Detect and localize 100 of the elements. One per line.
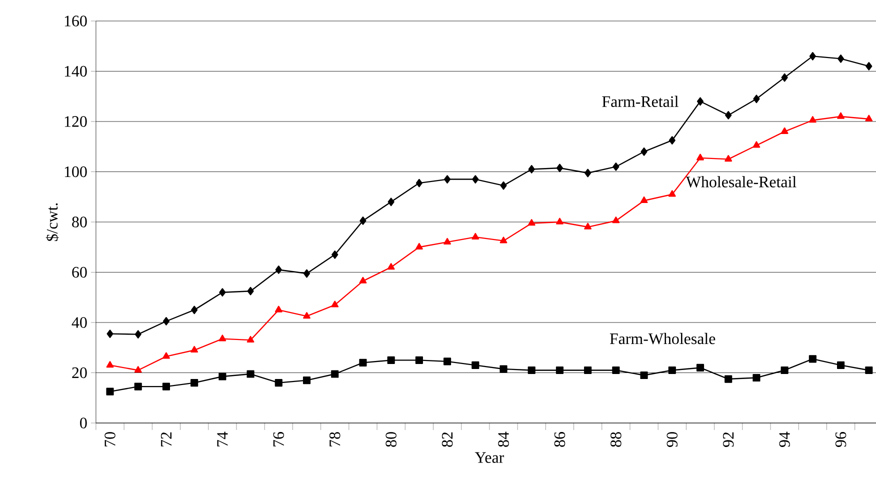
- x-tick-label: 84: [498, 432, 509, 447]
- x-axis-title: Year: [474, 452, 504, 463]
- point: [780, 127, 788, 134]
- point: [780, 366, 788, 374]
- point: [808, 116, 816, 123]
- point: [387, 263, 395, 270]
- y-tick-label: 80: [72, 216, 87, 228]
- point: [612, 216, 620, 224]
- point: [753, 94, 760, 104]
- x-tick-label: 78: [329, 432, 340, 446]
- point: [724, 155, 732, 162]
- x-tick-label: 88: [610, 432, 622, 447]
- point: [668, 190, 676, 197]
- y-tick-label: 60: [72, 266, 87, 278]
- point: [388, 198, 394, 206]
- point: [303, 269, 310, 278]
- point: [781, 73, 788, 82]
- point: [556, 366, 564, 374]
- point: [640, 371, 648, 380]
- y-tick-label: 120: [64, 116, 87, 127]
- point: [725, 111, 732, 120]
- point: [696, 97, 704, 106]
- point: [556, 164, 564, 172]
- x-tick-label: 90: [666, 432, 678, 447]
- point: [838, 54, 844, 63]
- y-axis-title: $/cwt.: [46, 203, 59, 242]
- point: [190, 346, 198, 353]
- point: [360, 216, 366, 225]
- point: [808, 355, 816, 363]
- point: [359, 276, 367, 284]
- point: [472, 232, 480, 240]
- point: [444, 238, 451, 244]
- series-label: Farm-Wholesale: [610, 332, 716, 344]
- point: [500, 365, 508, 373]
- x-tick-label: 82: [442, 432, 453, 447]
- point: [837, 361, 845, 369]
- point: [387, 356, 395, 364]
- series-label: Farm-Retail: [602, 96, 678, 108]
- point: [246, 370, 254, 378]
- point: [106, 330, 114, 338]
- point: [472, 175, 479, 184]
- point: [696, 154, 704, 160]
- point: [584, 366, 592, 374]
- point: [612, 366, 620, 374]
- y-tick-label: 20: [72, 367, 87, 378]
- point: [752, 141, 760, 148]
- point: [332, 250, 338, 259]
- x-tick-label: 72: [160, 432, 172, 446]
- point: [331, 370, 339, 378]
- point: [275, 266, 282, 274]
- series-label: Wholesale-Retail: [686, 176, 796, 188]
- point: [640, 147, 648, 156]
- x-tick-label: 74: [217, 432, 228, 446]
- point: [500, 181, 507, 190]
- point: [162, 352, 170, 359]
- point: [134, 382, 142, 390]
- x-tick-label: 86: [554, 432, 566, 447]
- point: [528, 219, 536, 226]
- y-tick-label: 140: [64, 66, 87, 77]
- point: [500, 236, 508, 244]
- point: [809, 52, 816, 60]
- x-tick-label: 80: [386, 432, 396, 447]
- point: [190, 379, 198, 387]
- point: [752, 374, 760, 382]
- point: [865, 366, 873, 374]
- x-tick-label: 76: [273, 432, 284, 446]
- point: [359, 358, 367, 366]
- point: [696, 364, 704, 372]
- point: [724, 375, 732, 383]
- point: [444, 358, 452, 366]
- point: [837, 112, 844, 119]
- point: [302, 376, 311, 384]
- point: [528, 165, 535, 174]
- point: [444, 175, 451, 184]
- point: [246, 336, 254, 342]
- x-tick-label: 94: [779, 432, 790, 447]
- point: [865, 114, 873, 122]
- x-tick-label: 96: [835, 432, 846, 447]
- point: [331, 300, 339, 308]
- point: [106, 361, 114, 368]
- point: [612, 162, 620, 171]
- point: [218, 334, 226, 342]
- point: [162, 382, 170, 390]
- y-tick-label: 100: [64, 166, 87, 178]
- point: [415, 356, 423, 364]
- x-tick-label: 92: [723, 432, 734, 447]
- point: [106, 388, 114, 396]
- point: [274, 306, 282, 312]
- point: [274, 379, 282, 387]
- point: [191, 306, 198, 314]
- point: [247, 286, 254, 296]
- y-tick-label: 160: [64, 16, 87, 26]
- x-tick-label: 70: [104, 432, 116, 446]
- point: [668, 136, 676, 145]
- point: [866, 62, 872, 70]
- point: [162, 317, 170, 326]
- point: [415, 242, 423, 250]
- point: [528, 366, 536, 374]
- point: [556, 218, 564, 224]
- y-tick-label: 0: [80, 418, 87, 428]
